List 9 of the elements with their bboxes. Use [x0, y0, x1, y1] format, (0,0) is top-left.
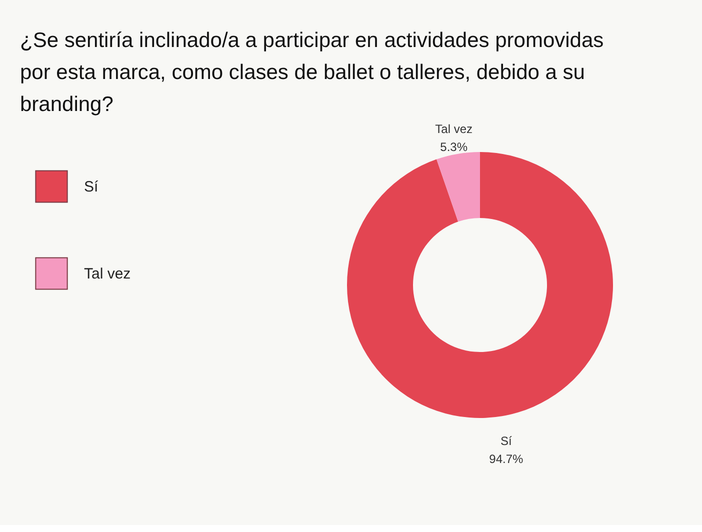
slice-label: Sí	[500, 434, 513, 448]
data-label: 94.7%	[489, 452, 524, 466]
donut-slice	[436, 152, 480, 222]
legend-label: Tal vez	[84, 266, 131, 282]
legend-label: Sí	[84, 178, 100, 196]
data-label: 5.3%	[440, 140, 468, 154]
slice-label: Tal vez	[435, 122, 472, 136]
chart-title: ¿Se sentiría inclinado/a a participar en actividades promovidas por esta marca, como clases de ballet o talleres, debido a su branding?	[20, 29, 604, 116]
donut-slice	[347, 152, 613, 418]
